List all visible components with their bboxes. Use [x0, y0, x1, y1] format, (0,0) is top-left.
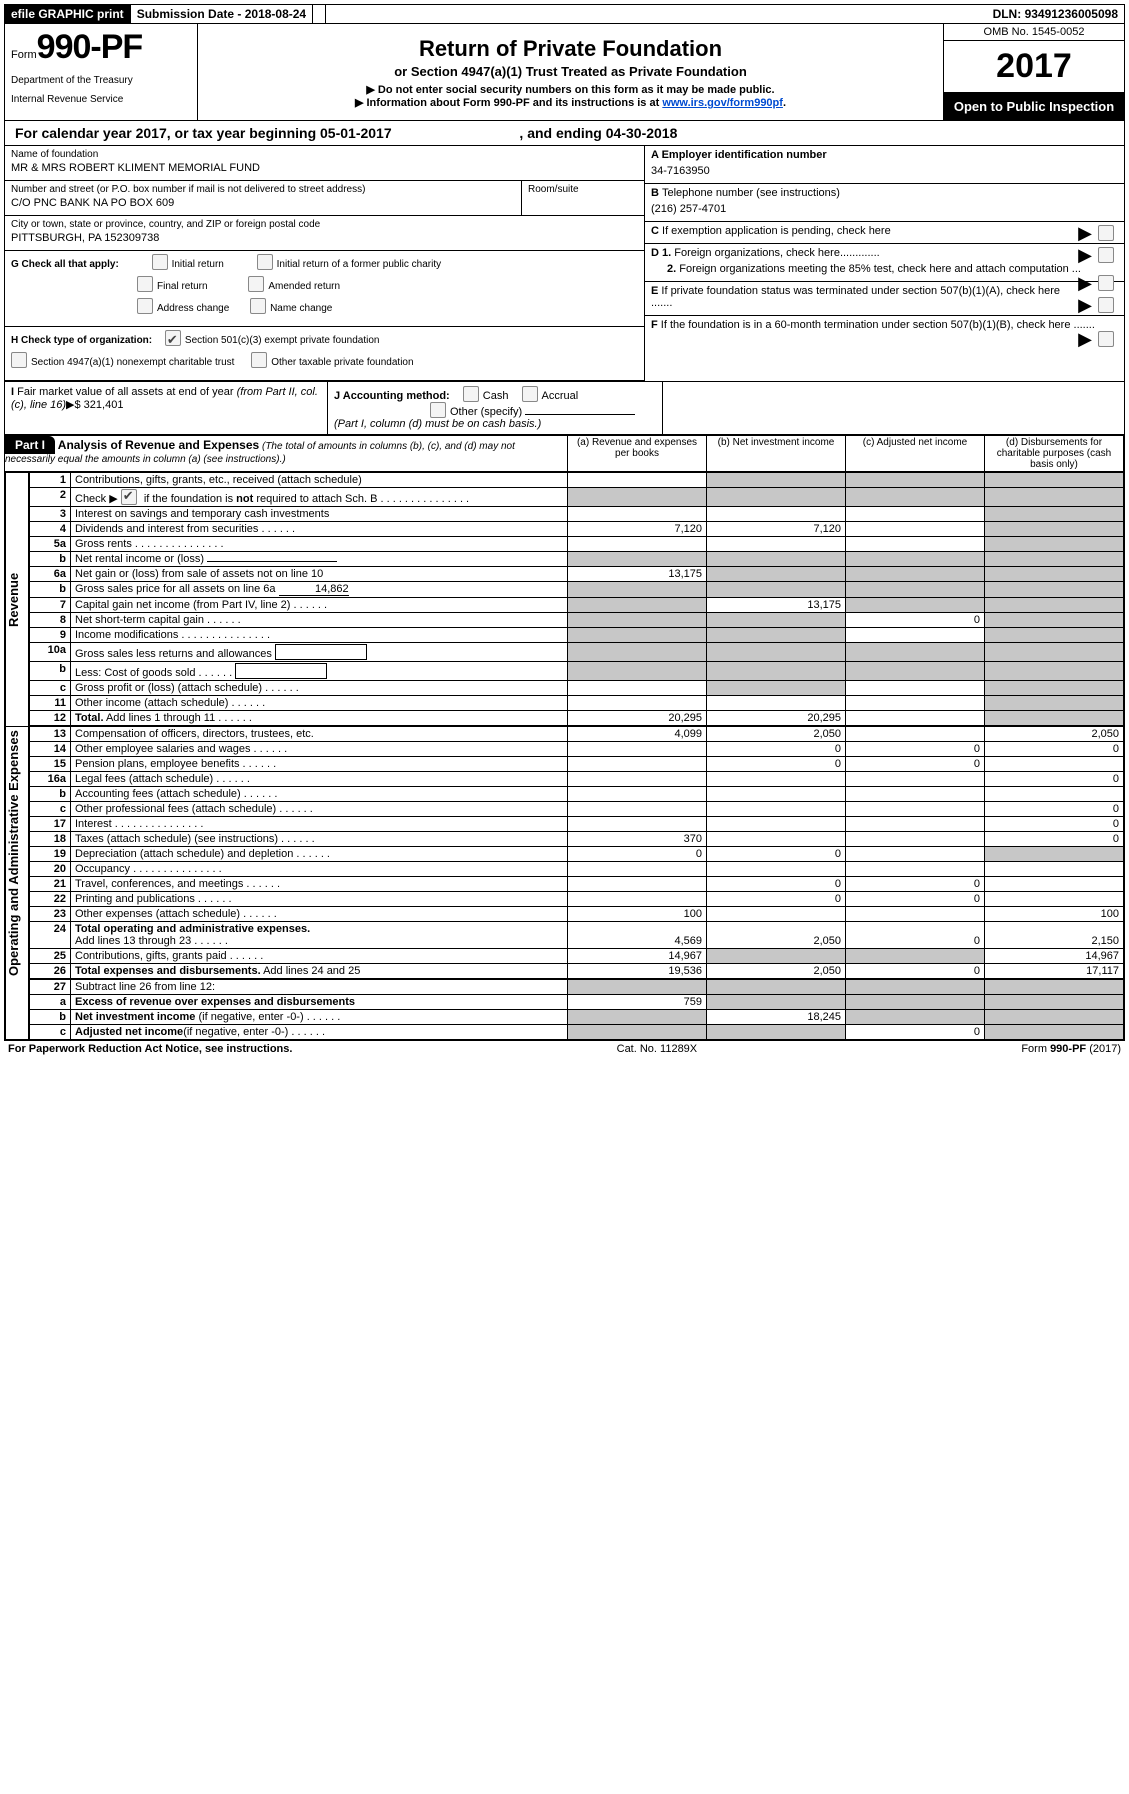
- phone-value: (216) 257-4701: [651, 199, 1118, 215]
- form-header: Form990-PF Department of the Treasury In…: [5, 24, 1124, 120]
- top-bar: efile GRAPHIC print Submission Date - 20…: [5, 5, 1124, 24]
- foundation-name: MR & MRS ROBERT KLIMENT MEMORIAL FUND: [11, 160, 638, 174]
- submission-date: Submission Date - 2018-08-24: [131, 5, 313, 23]
- section-j: J Accounting method: Cash Accrual Other …: [328, 382, 663, 434]
- dln: DLN: 93491236005098: [987, 5, 1124, 23]
- form-container: efile GRAPHIC print Submission Date - 20…: [4, 4, 1125, 1041]
- section-f: F If the foundation is in a 60-month ter…: [645, 316, 1124, 337]
- section-d: D 1. Foreign organizations, check here..…: [645, 244, 1124, 282]
- revenue-table: 1Contributions, gifts, grants, etc., rec…: [29, 472, 1124, 726]
- omb-number: OMB No. 1545-0052: [944, 24, 1124, 41]
- paperwork-notice: For Paperwork Reduction Act Notice, see …: [8, 1043, 292, 1055]
- page-footer: For Paperwork Reduction Act Notice, see …: [4, 1041, 1125, 1057]
- chk-exemption-pending[interactable]: [1098, 225, 1114, 241]
- chk-4947[interactable]: [11, 352, 27, 368]
- section-c: C If exemption application is pending, c…: [645, 222, 1124, 244]
- chk-address-change[interactable]: [137, 298, 153, 314]
- col-a-header: (a) Revenue and expenses per books: [568, 436, 707, 472]
- section-g: G Check all that apply: Initial return I…: [5, 251, 645, 327]
- fmv-value: 321,401: [84, 399, 124, 411]
- chk-initial-return[interactable]: [152, 254, 168, 270]
- form-subtitle: or Section 4947(a)(1) Trust Treated as P…: [206, 64, 935, 79]
- i-j-row: I Fair market value of all assets at end…: [5, 381, 1124, 435]
- form-title: Return of Private Foundation: [206, 36, 935, 62]
- city-state-zip: PITTSBURGH, PA 152309738: [11, 230, 638, 244]
- chk-85-test[interactable]: [1098, 275, 1114, 291]
- section-h: H Check type of organization: Section 50…: [5, 327, 645, 381]
- ssn-note: ▶ Do not enter social security numbers o…: [206, 83, 935, 96]
- info-note: ▶ Information about Form 990-PF and its …: [206, 96, 935, 109]
- ein-value: 34-7163950: [651, 161, 1118, 177]
- chk-terminated[interactable]: [1098, 297, 1114, 313]
- form-number: 990-PF: [37, 28, 143, 66]
- phone-block: B B Telephone number (see instructions)T…: [645, 184, 1124, 222]
- chk-final-return[interactable]: [137, 276, 153, 292]
- col-c-header: (c) Adjusted net income: [846, 436, 985, 472]
- chk-amended-return[interactable]: [248, 276, 264, 292]
- city-block: City or town, state or province, country…: [5, 216, 645, 251]
- foundation-name-block: Name of foundation MR & MRS ROBERT KLIME…: [5, 146, 645, 181]
- chk-initial-public[interactable]: [257, 254, 273, 270]
- chk-other-taxable[interactable]: [251, 352, 267, 368]
- open-inspection: Open to Public Inspection: [944, 93, 1124, 120]
- chk-cash[interactable]: [463, 386, 479, 402]
- chk-other-method[interactable]: [430, 402, 446, 418]
- chk-60-month[interactable]: [1098, 331, 1114, 347]
- chk-501c3[interactable]: [165, 330, 181, 346]
- catalog-number: Cat. No. 11289X: [617, 1043, 698, 1055]
- calendar-year-row: For calendar year 2017, or tax year begi…: [5, 120, 1124, 146]
- subtract-table: 27Subtract line 26 from line 12: aExcess…: [29, 979, 1124, 1040]
- room-suite: Room/suite: [521, 181, 644, 215]
- part1-table: Part I Analysis of Revenue and Expenses …: [5, 435, 1124, 472]
- arrow-icon: ▶: [1078, 226, 1092, 240]
- identity-section: Name of foundation MR & MRS ROBERT KLIME…: [5, 146, 1124, 381]
- col-b-header: (b) Net investment income: [707, 436, 846, 472]
- irs-link[interactable]: www.irs.gov/form990pf: [662, 97, 783, 109]
- expenses-side-label: Operating and Administrative Expenses: [5, 726, 29, 979]
- section-e: E If private foundation status was termi…: [645, 282, 1124, 316]
- efile-print[interactable]: efile GRAPHIC print: [5, 5, 131, 23]
- chk-name-change[interactable]: [250, 298, 266, 314]
- form-ref: Form 990-PF (2017): [1021, 1043, 1121, 1055]
- section-i: I Fair market value of all assets at end…: [5, 382, 328, 434]
- form-word: Form: [11, 49, 37, 61]
- street-address: C/O PNC BANK NA PO BOX 609: [11, 195, 515, 209]
- expenses-table: 13Compensation of officers, directors, t…: [29, 726, 1124, 979]
- chk-sch-b[interactable]: [121, 489, 137, 505]
- revenue-side-label: Revenue: [5, 472, 29, 726]
- chk-accrual[interactable]: [522, 386, 538, 402]
- dept-treasury: Department of the Treasury: [11, 75, 191, 86]
- chk-foreign-org[interactable]: [1098, 247, 1114, 263]
- part1-tab: Part I: [5, 436, 55, 454]
- street-block: Number and street (or P.O. box number if…: [5, 181, 521, 215]
- dept-irs: Internal Revenue Service: [11, 94, 191, 105]
- col-d-header: (d) Disbursements for charitable purpose…: [985, 436, 1124, 472]
- tax-year: 2017: [944, 41, 1124, 93]
- ein-block: A Employer identification number 34-7163…: [645, 146, 1124, 184]
